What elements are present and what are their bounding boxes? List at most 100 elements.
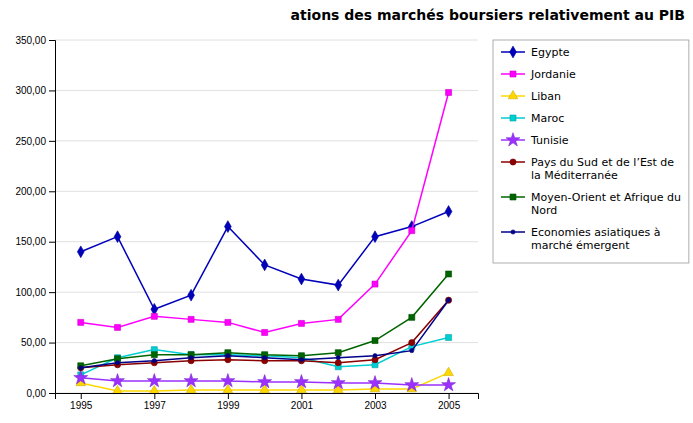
- point: [224, 221, 231, 233]
- point: [79, 366, 83, 370]
- tick: 200,00: [15, 186, 55, 197]
- tick-label: 50,00: [21, 337, 46, 348]
- legend-frame: [493, 40, 689, 263]
- tick-mark: [228, 393, 229, 399]
- tick: 1997: [144, 393, 167, 411]
- tick-label: 200,00: [15, 186, 46, 197]
- legend-label: Jordanie: [530, 68, 576, 81]
- tick-label: 2005: [438, 400, 461, 411]
- point: [373, 354, 377, 358]
- legend-marker: [508, 90, 518, 98]
- point: [151, 313, 157, 319]
- marks: [74, 89, 456, 393]
- plot-area: 1995199719992001200320050,0050,00100,001…: [15, 35, 478, 411]
- tick: 1995: [70, 393, 93, 411]
- legend-entry: Liban: [501, 90, 561, 103]
- tick-mark: [49, 191, 55, 192]
- tick-mark: [375, 393, 376, 399]
- x-axis: 199519971999200120032005: [56, 393, 479, 411]
- legend-label: Egypte: [531, 46, 570, 59]
- tick-label: 2003: [364, 400, 387, 411]
- point: [409, 314, 415, 320]
- tick: 1999: [217, 393, 240, 411]
- line: [81, 92, 449, 332]
- point: [442, 378, 456, 391]
- tick: 150,00: [15, 236, 55, 247]
- point: [372, 231, 379, 243]
- tick: 2003: [364, 393, 387, 411]
- point: [78, 319, 84, 325]
- legend-label: Maroc: [531, 112, 564, 125]
- tick-mark: [49, 242, 55, 243]
- point: [262, 329, 268, 335]
- grid-line: [55, 90, 478, 91]
- point: [372, 338, 378, 344]
- line: [81, 274, 449, 366]
- tick-mark: [49, 292, 55, 293]
- point: [405, 378, 419, 391]
- point: [446, 298, 450, 302]
- point: [226, 354, 230, 358]
- tick: 2005: [438, 393, 461, 411]
- tick-mark: [49, 393, 55, 394]
- axis-line: [49, 41, 56, 394]
- point: [77, 246, 84, 258]
- tick-label: 1995: [70, 400, 93, 411]
- point: [184, 374, 198, 387]
- legend-marker: [506, 133, 520, 146]
- tick-mark: [49, 343, 55, 344]
- tick-mark: [154, 393, 155, 399]
- point: [263, 356, 267, 360]
- axis-line: [56, 394, 479, 400]
- tick: 50,00: [21, 337, 55, 348]
- tick-label: 300,00: [15, 85, 46, 96]
- point: [446, 89, 452, 95]
- series: [77, 206, 452, 316]
- point: [74, 371, 88, 384]
- series: [74, 371, 456, 391]
- tick: 350,00: [15, 35, 55, 46]
- tick-label: 0,00: [27, 388, 47, 399]
- point: [299, 358, 303, 362]
- tick: 250,00: [15, 136, 55, 147]
- point: [152, 359, 156, 363]
- series: [78, 271, 452, 369]
- legend-label: Pays du Sud et de l’Est dela Méditerrané…: [531, 156, 674, 182]
- point: [335, 350, 341, 356]
- point: [336, 356, 340, 360]
- legend-label: Moyen-Orient et Afrique duNord: [531, 191, 681, 217]
- grid-line: [55, 191, 478, 192]
- legend: Egypte Jordanie Liban Maroc Tunisie Pays du S…: [493, 40, 689, 263]
- series: [79, 298, 451, 370]
- point: [368, 376, 382, 389]
- point: [446, 271, 452, 277]
- point: [189, 356, 193, 360]
- point: [298, 273, 305, 285]
- series: [78, 89, 452, 335]
- legend-marker: [510, 115, 516, 121]
- point: [409, 339, 415, 345]
- point: [111, 374, 125, 387]
- legend-entry: Tunisie: [501, 133, 569, 147]
- point: [147, 374, 161, 387]
- tick-mark: [81, 393, 82, 399]
- tick-mark: [49, 40, 55, 41]
- point: [188, 316, 194, 322]
- grid-line: [55, 292, 478, 293]
- y-axis: 0,00 50,00 100,00 150,00 200,00 250,00 300,00 3…: [15, 35, 55, 399]
- tick: 100,00: [15, 287, 55, 298]
- tick-mark: [449, 393, 450, 399]
- legend-label: Tunisie: [530, 134, 569, 147]
- tick-label: 100,00: [15, 287, 46, 298]
- point: [335, 316, 341, 322]
- grid-line: [55, 40, 478, 41]
- tick: 0,00: [27, 388, 55, 399]
- tick-mark: [49, 90, 55, 91]
- point: [409, 228, 415, 234]
- series: [76, 367, 453, 393]
- legend-label: Liban: [531, 90, 561, 103]
- legend-marker: [511, 230, 515, 234]
- legend-entry: Egypte: [501, 46, 570, 59]
- point: [114, 231, 121, 243]
- point: [294, 375, 308, 388]
